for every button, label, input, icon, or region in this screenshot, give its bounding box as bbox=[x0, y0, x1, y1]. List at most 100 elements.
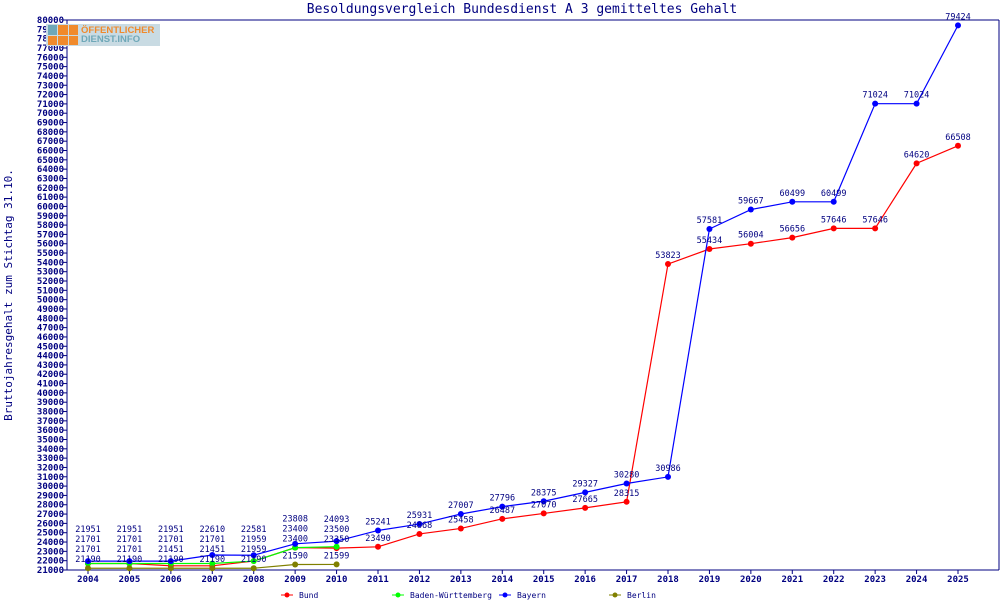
data-label: 21951 bbox=[158, 525, 184, 535]
y-tick-label: 80000 bbox=[37, 16, 64, 26]
legend-label: Baden-Württemberg bbox=[410, 591, 492, 600]
y-tick-label: 55000 bbox=[37, 249, 64, 259]
data-label: 21190 bbox=[117, 555, 143, 565]
data-label: 21190 bbox=[199, 555, 225, 565]
x-tick-label: 2020 bbox=[740, 575, 762, 585]
y-tick-label: 36000 bbox=[37, 426, 64, 436]
data-point bbox=[209, 560, 216, 567]
data-point bbox=[375, 543, 381, 550]
data-point bbox=[250, 565, 257, 572]
y-tick-label: 42000 bbox=[37, 370, 64, 380]
data-point bbox=[830, 198, 837, 205]
x-tick-label: 2022 bbox=[823, 575, 845, 585]
x-tick-label: 2016 bbox=[574, 575, 596, 585]
y-tick-label: 44000 bbox=[37, 352, 64, 362]
data-point bbox=[830, 225, 837, 232]
y-tick-label: 49000 bbox=[37, 305, 64, 315]
logo-text: ÖFFENTLICHER DIENST.INFO bbox=[81, 25, 155, 45]
data-point bbox=[789, 198, 796, 205]
data-label: 56656 bbox=[779, 225, 805, 235]
logo[interactable]: ÖFFENTLICHER DIENST.INFO bbox=[46, 24, 160, 46]
y-tick-label: 54000 bbox=[37, 258, 64, 268]
legend-label: Berlin bbox=[627, 591, 656, 600]
x-tick-label: 2019 bbox=[699, 575, 721, 585]
y-tick-label: 69000 bbox=[37, 119, 64, 129]
data-point bbox=[955, 22, 961, 29]
y-tick-label: 29000 bbox=[37, 491, 64, 501]
y-tick-label: 25000 bbox=[37, 529, 64, 539]
data-point bbox=[665, 473, 671, 480]
y-tick-label: 65000 bbox=[37, 156, 64, 166]
x-tick-label: 2008 bbox=[243, 575, 265, 585]
y-tick-label: 35000 bbox=[37, 435, 64, 445]
y-tick-label: 30000 bbox=[37, 482, 64, 492]
data-label: 57646 bbox=[862, 215, 888, 225]
data-label: 57581 bbox=[697, 216, 723, 226]
data-label: 21701 bbox=[117, 535, 143, 545]
data-point bbox=[499, 503, 506, 510]
y-tick-label: 75000 bbox=[37, 63, 64, 73]
x-tick-label: 2013 bbox=[450, 575, 472, 585]
data-label: 23350 bbox=[324, 535, 350, 545]
data-point bbox=[913, 100, 920, 107]
data-label: 60499 bbox=[779, 189, 805, 199]
data-point bbox=[457, 511, 464, 518]
y-tick-label: 51000 bbox=[37, 286, 64, 296]
legend-label: Bund bbox=[299, 591, 318, 600]
data-label: 71024 bbox=[904, 91, 930, 101]
data-label: 56004 bbox=[738, 231, 764, 241]
legend-marker bbox=[395, 592, 401, 598]
y-tick-label: 58000 bbox=[37, 221, 64, 231]
y-tick-label: 56000 bbox=[37, 240, 64, 250]
data-label: 28375 bbox=[531, 488, 557, 498]
data-label: 60499 bbox=[821, 189, 847, 199]
y-tick-label: 28000 bbox=[37, 501, 64, 511]
x-tick-label: 2015 bbox=[533, 575, 555, 585]
data-label: 23400 bbox=[282, 525, 308, 535]
data-label: 79424 bbox=[945, 12, 971, 22]
y-tick-label: 47000 bbox=[37, 324, 64, 334]
data-label: 21451 bbox=[158, 545, 184, 555]
y-tick-label: 26000 bbox=[37, 519, 64, 529]
y-tick-label: 77000 bbox=[37, 44, 64, 54]
y-tick-label: 66000 bbox=[37, 147, 64, 157]
data-label: 21590 bbox=[282, 552, 308, 562]
data-label: 25241 bbox=[365, 517, 391, 527]
data-point bbox=[623, 480, 630, 487]
data-label: 21701 bbox=[117, 545, 143, 555]
x-tick-label: 2024 bbox=[906, 575, 928, 585]
x-tick-label: 2005 bbox=[119, 575, 141, 585]
y-tick-label: 67000 bbox=[37, 137, 64, 147]
data-point bbox=[85, 558, 91, 565]
data-label: 21959 bbox=[241, 545, 267, 555]
data-label: 30280 bbox=[614, 470, 640, 480]
legend-marker bbox=[612, 592, 618, 598]
data-point bbox=[126, 558, 133, 565]
y-tick-label: 68000 bbox=[37, 128, 64, 138]
data-point bbox=[167, 558, 174, 565]
y-tick-label: 24000 bbox=[37, 538, 64, 548]
data-label: 21701 bbox=[199, 535, 225, 545]
data-label: 23400 bbox=[282, 535, 308, 545]
data-point bbox=[955, 142, 961, 149]
data-label: 21451 bbox=[199, 545, 225, 555]
data-point bbox=[540, 498, 547, 505]
data-point bbox=[333, 538, 340, 545]
data-label: 55434 bbox=[697, 236, 723, 246]
data-label: 21951 bbox=[117, 525, 143, 535]
data-label: 24093 bbox=[324, 515, 350, 525]
data-point bbox=[747, 240, 754, 247]
y-tick-label: 21000 bbox=[37, 566, 64, 576]
data-label: 26487 bbox=[489, 506, 515, 516]
y-tick-label: 48000 bbox=[37, 314, 64, 324]
legend-label: Bayern bbox=[517, 591, 546, 600]
data-label: 21701 bbox=[75, 535, 101, 545]
data-point bbox=[416, 521, 423, 528]
x-tick-label: 2004 bbox=[77, 575, 99, 585]
data-label: 71024 bbox=[862, 91, 888, 101]
y-tick-label: 59000 bbox=[37, 212, 64, 222]
x-tick-label: 2018 bbox=[657, 575, 679, 585]
data-point bbox=[747, 206, 754, 213]
y-tick-label: 63000 bbox=[37, 174, 64, 184]
